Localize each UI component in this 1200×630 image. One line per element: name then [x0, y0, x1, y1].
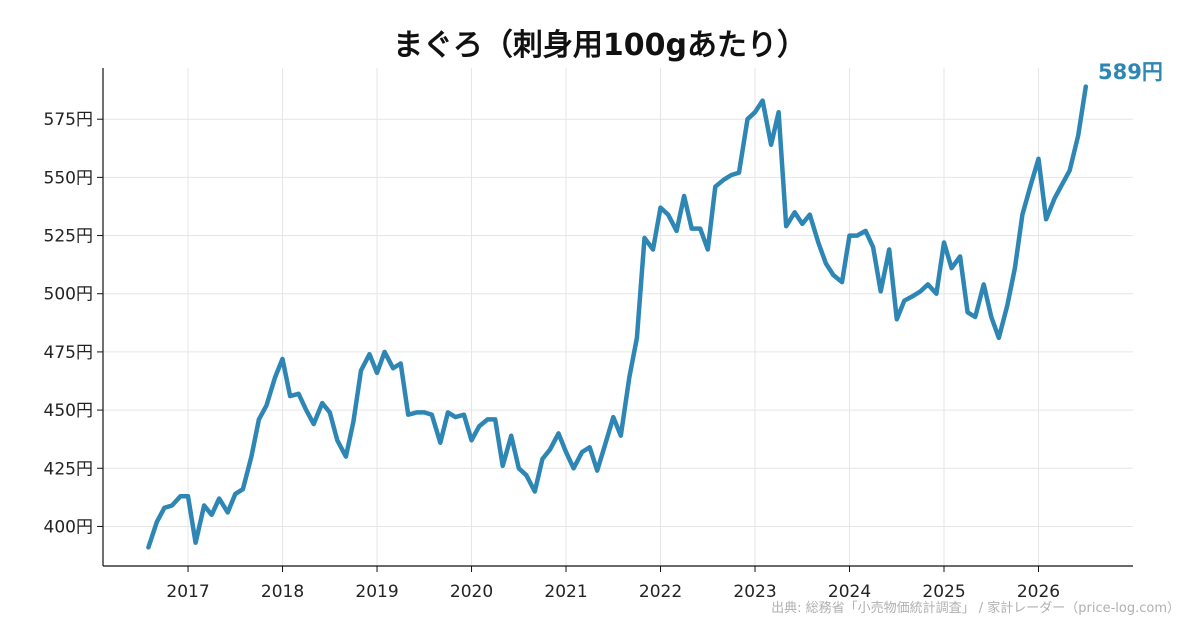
x-tick-label: 2025 — [922, 582, 965, 602]
x-tick-label: 2023 — [733, 582, 776, 602]
chart-title: まぐろ（刺身用100gあたり） — [393, 28, 807, 63]
x-tick-label: 2024 — [828, 582, 871, 602]
y-tick-label: 525円 — [44, 227, 93, 247]
x-tick-label: 2017 — [166, 582, 209, 602]
x-tick-label: 2019 — [355, 582, 398, 602]
grid-lines — [103, 68, 1133, 566]
series-layer — [146, 84, 1089, 550]
last-value-label: 589円 — [1098, 60, 1163, 84]
x-tick-label: 2026 — [1017, 582, 1060, 602]
x-tick-label: 2018 — [261, 582, 304, 602]
y-tick-label: 400円 — [44, 517, 93, 537]
y-tick-label: 550円 — [44, 168, 93, 188]
source-note: 出典: 総務省「小売物価統計調査」 / 家計レーダー（price-log.com… — [771, 600, 1180, 616]
y-tick-label: 475円 — [44, 343, 93, 363]
y-axis-ticks: 400円 425円 450円 475円 500円 525円 550円 575円 — [44, 110, 103, 537]
y-tick-label: 425円 — [44, 459, 93, 479]
y-tick-label: 500円 — [44, 285, 93, 305]
y-tick-label: 450円 — [44, 401, 93, 421]
axes — [102, 68, 1133, 567]
x-tick-label: 2021 — [544, 582, 587, 602]
price-series-line — [146, 84, 1089, 550]
y-tick-label: 575円 — [44, 110, 93, 130]
x-axis-ticks: 2017 2018 2019 2020 2021 2022 2023 2024 2025 2026 — [166, 566, 1060, 602]
x-tick-label: 2020 — [450, 582, 493, 602]
x-tick-label: 2022 — [639, 582, 682, 602]
